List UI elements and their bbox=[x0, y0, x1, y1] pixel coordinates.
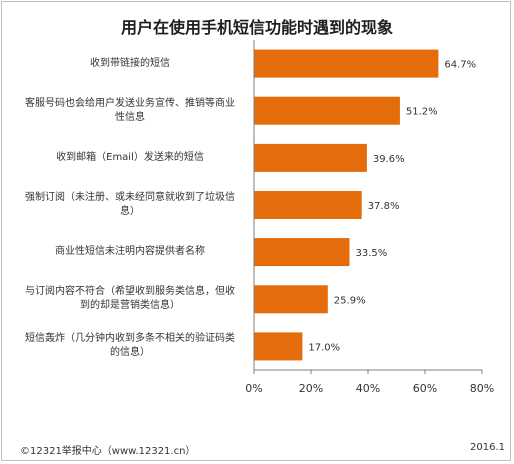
chart-title: 用户在使用手机短信功能时遇到的现象 bbox=[120, 18, 393, 37]
x-tick-label: 60% bbox=[413, 382, 437, 395]
x-tick-label: 40% bbox=[356, 382, 380, 395]
bar-value-label: 51.2% bbox=[406, 107, 438, 118]
bar bbox=[254, 285, 328, 314]
x-tick-label: 0% bbox=[245, 382, 262, 395]
bar-value-label: 17.0% bbox=[308, 342, 340, 353]
x-tick-label: 80% bbox=[470, 382, 494, 395]
category-label: 商业性短信未注明内容提供者名称 bbox=[55, 246, 205, 258]
bar-value-label: 39.6% bbox=[373, 154, 405, 165]
category-label: 强制订阅（未注册、或未经同意就收到了垃圾信 息） bbox=[25, 192, 235, 217]
source-credit: ©12321举报中心（www.12321.cn） bbox=[20, 446, 196, 457]
bar bbox=[254, 143, 367, 172]
bar bbox=[254, 238, 350, 267]
category-label: 收到邮箱（Email）发送来的短信 bbox=[56, 151, 204, 163]
bar bbox=[254, 49, 439, 78]
category-label: 与订阅内容不符合（希望收到服务类信息，但收 到的却是营销类信息） bbox=[25, 286, 235, 312]
bar-value-label: 64.7% bbox=[444, 60, 476, 71]
bar-value-label: 33.5% bbox=[356, 248, 388, 259]
bar bbox=[254, 96, 400, 125]
category-label: 客服号码也会给用户发送业务宣传、推销等商业 性信息 bbox=[25, 97, 235, 123]
category-label: 收到带链接的短信 bbox=[90, 57, 170, 69]
publish-date: 2016.1 bbox=[470, 442, 505, 453]
bar-value-label: 25.9% bbox=[334, 295, 366, 306]
bar bbox=[254, 332, 303, 361]
category-label: 短信轰炸（几分钟内收到多条不相关的验证码类 的信息） bbox=[25, 333, 235, 359]
bar bbox=[254, 191, 362, 219]
bar-value-label: 37.8% bbox=[368, 201, 400, 212]
x-tick-label: 20% bbox=[299, 382, 323, 395]
